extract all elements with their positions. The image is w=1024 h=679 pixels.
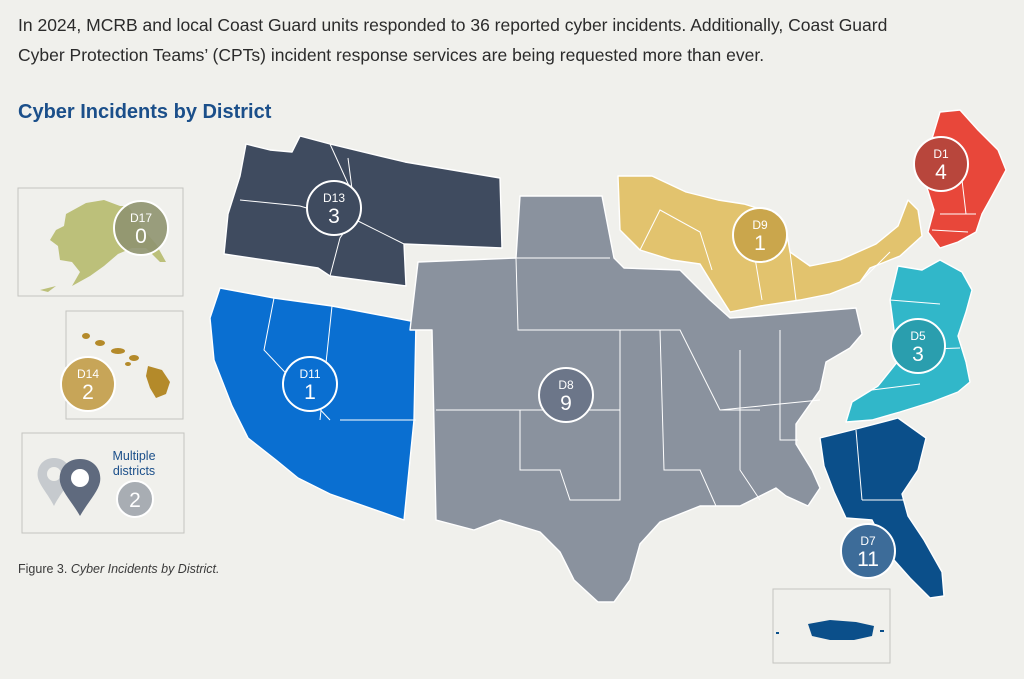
puerto-rico-inset-frame	[772, 588, 891, 664]
hawaii-inset-frame	[65, 310, 184, 420]
legend-frame	[21, 432, 185, 534]
intro-line-2: Cyber Protection Teams’ (CPTs) incident …	[18, 45, 765, 65]
intro-line-1: In 2024, MCRB and local Coast Guard unit…	[18, 15, 888, 35]
badge-d17-code: D17	[130, 211, 152, 225]
badge-d5-code: D5	[910, 329, 926, 343]
region-d8	[409, 195, 863, 603]
badge-d7-count: 11	[857, 548, 879, 571]
multiple-districts-legend: Multiple districts 2	[37, 449, 156, 518]
caption-prefix: Figure 3.	[18, 562, 71, 576]
region-d14-hawaii	[82, 333, 170, 398]
caption-italic: Cyber Incidents by District.	[70, 562, 220, 576]
map-pin-icon-dark	[59, 459, 101, 516]
legend-label-line-1: Multiple	[112, 449, 155, 463]
badge-d14-code: D14	[77, 367, 99, 381]
figure-caption: Figure 3. Cyber Incidents by District.	[18, 562, 219, 576]
badge-d1-count: 4	[935, 161, 947, 184]
badge-d5-count: 3	[912, 343, 924, 366]
badge-d8: D8 9	[538, 367, 594, 423]
badge-d14: D14 2	[60, 356, 116, 412]
badge-d7-code: D7	[860, 534, 876, 548]
badge-d11-code: D11	[299, 367, 320, 381]
badge-d5: D5 3	[890, 318, 946, 374]
badge-d9-count: 1	[754, 232, 766, 255]
badge-d11: D11 1	[282, 356, 338, 412]
region-d7-puerto-rico	[808, 620, 874, 640]
badge-d17: D17 0	[113, 200, 169, 256]
region-d7	[819, 417, 945, 599]
badge-d1-code: D1	[933, 147, 949, 161]
badge-d8-count: 9	[560, 392, 572, 415]
map-title: Cyber Incidents by District	[18, 101, 272, 123]
badge-d1: D1 4	[913, 136, 969, 192]
legend-label-line-2: districts	[113, 464, 155, 478]
badge-d17-count: 0	[135, 225, 147, 248]
badge-d9: D9 1	[732, 207, 788, 263]
badge-d13-code: D13	[323, 191, 345, 205]
intro-paragraph: In 2024, MCRB and local Coast Guard unit…	[18, 10, 1008, 70]
badge-d11-count: 1	[304, 381, 316, 404]
badge-d7: D7 11	[840, 523, 896, 579]
badge-d14-count: 2	[82, 381, 94, 404]
badge-d13: D13 3	[306, 180, 362, 236]
badge-d9-code: D9	[752, 218, 768, 232]
badge-d8-code: D8	[558, 378, 574, 392]
legend-count: 2	[129, 489, 141, 512]
alaska-inset-frame	[17, 187, 184, 297]
badge-d13-count: 3	[328, 205, 340, 228]
